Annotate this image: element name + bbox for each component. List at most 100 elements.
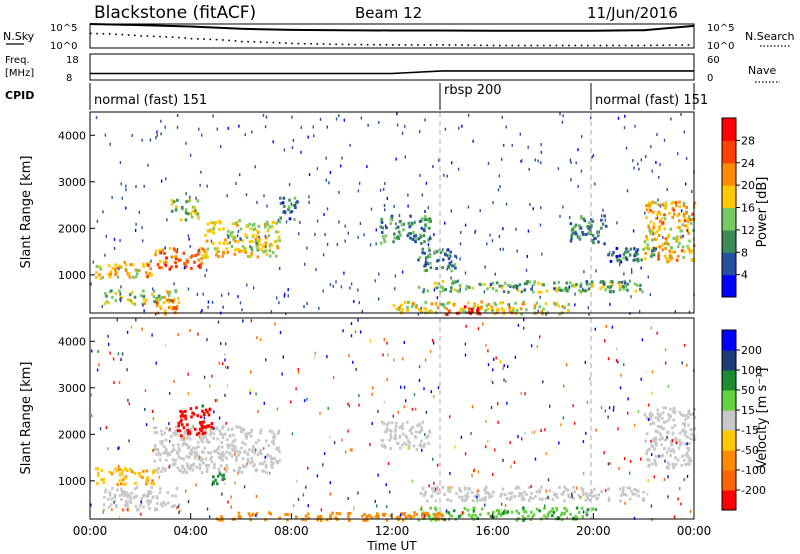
heatmap-cell (424, 225, 427, 229)
heatmap-cell (557, 288, 561, 292)
heatmap-cell (128, 499, 131, 503)
heatmap-cell (265, 358, 267, 362)
heatmap-cell (559, 513, 563, 517)
heatmap-cell (408, 225, 411, 229)
nsearch-point (499, 44, 501, 47)
heatmap-cell (472, 139, 474, 143)
heatmap-cell (667, 495, 669, 499)
heatmap-cell (645, 235, 648, 239)
heatmap-cell (291, 115, 293, 119)
colorbar-tick-label: 28 (741, 134, 755, 147)
heatmap-cell (238, 515, 241, 519)
heatmap-cell (156, 299, 159, 303)
heatmap-cell (631, 270, 633, 274)
heatmap-cell (512, 285, 516, 289)
heatmap-cell (384, 182, 386, 185)
heatmap-cell (158, 453, 162, 456)
heatmap-cell (492, 510, 495, 514)
heatmap-cell (152, 469, 155, 473)
heatmap-cell (650, 504, 653, 508)
heatmap-cell (415, 407, 417, 411)
heatmap-cell (557, 280, 561, 284)
heatmap-cell (563, 499, 566, 503)
nsearch-point (561, 44, 564, 47)
heatmap-cell (175, 250, 178, 254)
heatmap-cell (530, 485, 532, 489)
heatmap-cell (665, 257, 668, 261)
heatmap-cell (516, 249, 518, 253)
heatmap-cell (306, 302, 308, 305)
cpid-label: CPID (5, 89, 34, 102)
heatmap-cell (583, 270, 585, 274)
heatmap-cell (621, 488, 625, 492)
heatmap-cell (434, 506, 437, 510)
heatmap-cell (228, 434, 232, 438)
heatmap-cell (221, 492, 223, 496)
heatmap-cell (648, 447, 651, 451)
heatmap-cell (649, 414, 652, 418)
colorbar-tick-label: -15 (741, 424, 759, 437)
heatmap-cell (184, 417, 187, 421)
heatmap-cell (179, 509, 181, 513)
heatmap-cell (128, 439, 130, 443)
heatmap-cell (417, 258, 420, 262)
heatmap-cell (651, 453, 653, 457)
heatmap-cell (269, 460, 273, 464)
heatmap-cell (663, 213, 666, 217)
heatmap-cell (123, 490, 126, 494)
heatmap-cell (326, 355, 328, 359)
heatmap-cell (644, 439, 647, 443)
heatmap-cell (437, 488, 440, 492)
heatmap-cell (522, 506, 525, 510)
heatmap-cell (444, 253, 447, 257)
heatmap-cell (156, 501, 159, 505)
heatmap-cell (250, 370, 252, 374)
heatmap-cell (266, 204, 268, 208)
heatmap-cell (134, 481, 137, 485)
heatmap-cell (458, 126, 460, 130)
heatmap-cell (96, 481, 99, 485)
heatmap-cell (464, 223, 467, 227)
heatmap-cell (423, 240, 426, 244)
heatmap-cell (558, 312, 561, 316)
heatmap-cell (196, 199, 200, 203)
heatmap-cell (491, 287, 495, 291)
heatmap-cell (605, 324, 608, 328)
heatmap-cell (464, 287, 468, 291)
heatmap-cell (504, 503, 507, 507)
heatmap-cell (676, 226, 680, 230)
heatmap-cell (459, 309, 463, 313)
heatmap-cell (120, 490, 124, 494)
heatmap-cell (456, 289, 459, 293)
heatmap-cell (194, 254, 197, 257)
heatmap-cell (204, 457, 208, 461)
heatmap-cell (693, 201, 697, 205)
heatmap-cell (458, 487, 461, 491)
heatmap-cell (594, 494, 597, 498)
heatmap-cell (572, 496, 576, 500)
heatmap-cell (434, 250, 437, 254)
heatmap-cell (420, 226, 424, 230)
heatmap-cell (333, 441, 336, 445)
heatmap-cell (437, 282, 440, 286)
heatmap-cell (134, 504, 138, 508)
heatmap-cell (644, 257, 647, 261)
heatmap-cell (498, 509, 501, 513)
heatmap-cell (249, 245, 253, 249)
heatmap-cell (175, 307, 178, 311)
heatmap-cell (177, 301, 181, 305)
heatmap-cell (187, 199, 191, 203)
heatmap-cell (564, 286, 568, 290)
heatmap-cell (143, 298, 146, 302)
heatmap-cell (556, 496, 559, 500)
heatmap-cell (165, 177, 167, 181)
heatmap-cell (571, 492, 573, 496)
heatmap-cell (420, 306, 422, 310)
heatmap-cell (650, 202, 653, 206)
heatmap-cell (539, 223, 542, 227)
colorbar-swatch (722, 162, 736, 186)
heatmap-cell (179, 420, 182, 424)
heatmap-cell (422, 511, 425, 515)
heatmap-cell (650, 326, 652, 330)
heatmap-cell (611, 280, 614, 284)
